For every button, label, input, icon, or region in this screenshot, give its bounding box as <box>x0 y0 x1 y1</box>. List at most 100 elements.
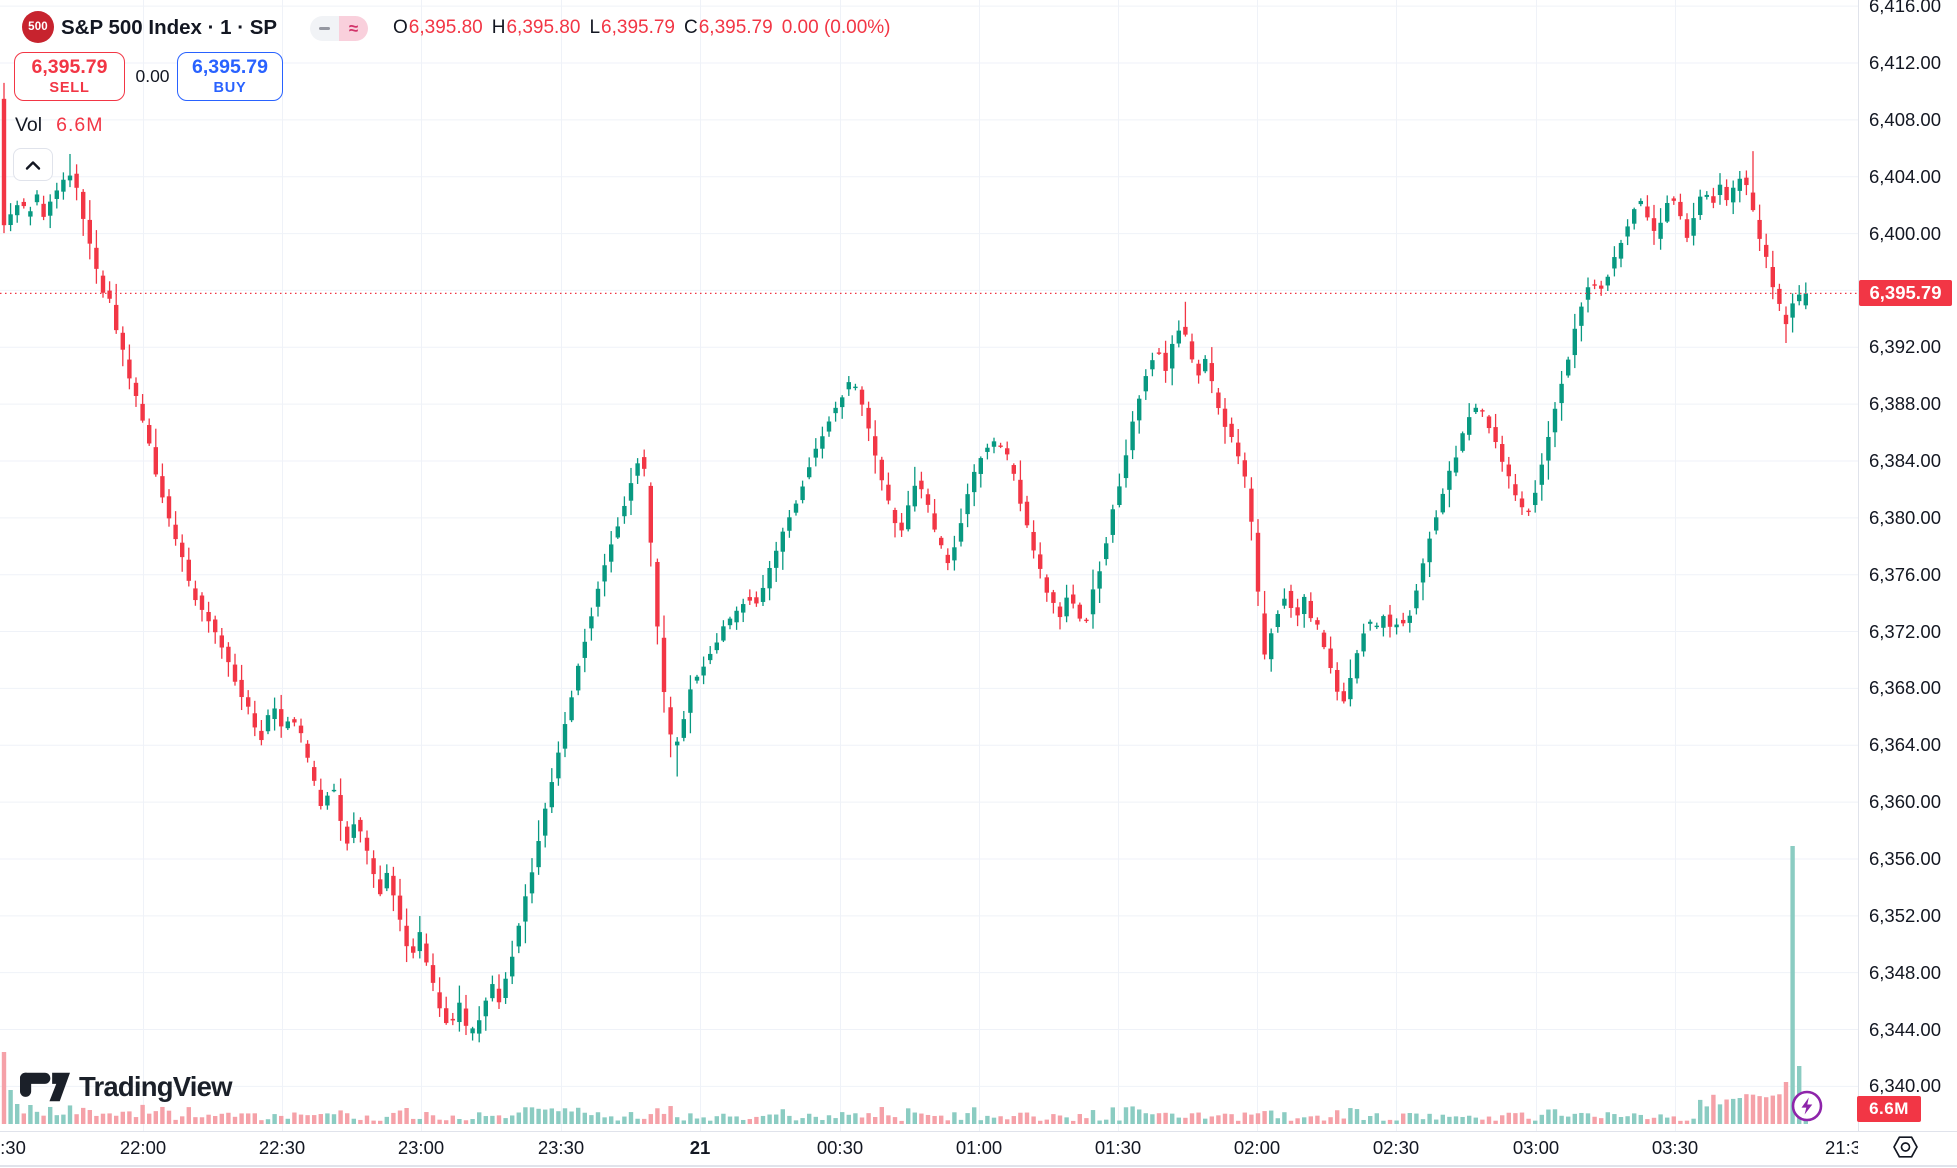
buy-button[interactable]: 6,395.79 BUY <box>177 52 283 101</box>
volume-bar <box>232 1116 238 1124</box>
volume-bar <box>760 1115 766 1124</box>
candle-body <box>1750 192 1756 211</box>
collapse-legend-button[interactable] <box>13 148 53 181</box>
volume-bar <box>609 1116 614 1124</box>
chevron-up-icon <box>25 160 41 170</box>
session-status-icon[interactable] <box>1892 1135 1919 1164</box>
volume-bar <box>325 1113 330 1124</box>
price-axis-label: 6,356.00 <box>1869 847 1942 869</box>
volume-bar <box>1018 1112 1023 1124</box>
candle-body <box>397 895 403 920</box>
candle-body <box>1170 343 1175 369</box>
price-axis[interactable]: 6,416.00 6,412.00 6,408.00 6,404.00 6,400.00… <box>1858 0 1957 1131</box>
volume-bar <box>1038 1120 1043 1124</box>
candle-body <box>1513 484 1518 496</box>
volume-bar <box>338 1110 343 1124</box>
volume-bar <box>1110 1107 1115 1124</box>
candle-body <box>1236 442 1241 457</box>
candle-body <box>1222 408 1228 427</box>
volume-bar <box>444 1120 449 1124</box>
volume-bar <box>556 1111 561 1124</box>
candle-body <box>1183 326 1188 335</box>
candle-body <box>1308 600 1313 619</box>
volume-bar <box>298 1114 304 1124</box>
price-axis-label: 6,376.00 <box>1869 563 1942 585</box>
realtime-lightning-icon[interactable] <box>1790 1089 1824 1128</box>
volume-bar <box>991 1117 997 1124</box>
candle-body <box>516 925 521 947</box>
volume-bar <box>1414 1113 1419 1124</box>
legend-controls-pill[interactable]: ≈ <box>310 16 368 41</box>
candle-body <box>1717 184 1723 196</box>
volume-bar <box>932 1115 937 1124</box>
candle-body <box>958 523 964 542</box>
candle-body <box>226 646 231 663</box>
tradingview-logo[interactable]: TradingView <box>20 1071 232 1103</box>
tradingview-logo-mark <box>20 1072 70 1102</box>
candle-body <box>727 618 733 626</box>
candle-body <box>1011 465 1016 474</box>
candle-body <box>67 175 73 181</box>
candle-body <box>1704 194 1709 197</box>
volume-bar <box>523 1107 528 1124</box>
candle-body <box>1579 306 1584 326</box>
candle-body <box>246 697 251 707</box>
volume-bar <box>364 1115 370 1124</box>
candle-body <box>536 841 541 868</box>
candle-body <box>1797 294 1802 302</box>
candle-body <box>252 713 257 728</box>
candle-body <box>826 421 832 432</box>
volume-bar <box>371 1120 376 1124</box>
candle-body <box>701 666 706 676</box>
volume-bar <box>1526 1118 1531 1124</box>
volume-bar <box>127 1111 132 1124</box>
volume-bar <box>166 1110 172 1124</box>
volume-bar <box>1282 1112 1287 1124</box>
volume-bar <box>1011 1116 1016 1124</box>
volume-bar <box>279 1115 284 1124</box>
candle-body <box>774 550 779 568</box>
volume-bar <box>1222 1113 1228 1124</box>
time-axis-label: 22:30 <box>258 1137 306 1158</box>
approx-icon[interactable]: ≈ <box>339 16 368 41</box>
price-axis-label: 6,364.00 <box>1869 734 1942 756</box>
candle-body <box>1711 196 1716 203</box>
volume-bar <box>1 1052 7 1124</box>
time-axis[interactable]: :30 22:00 22:30 23:00 23:30 21 00:30 01:00 01:30… <box>0 1132 1858 1166</box>
candle-body <box>1288 590 1294 608</box>
volume-bar <box>1704 1106 1709 1124</box>
candle-body <box>1110 509 1115 535</box>
candle-body <box>1196 363 1201 376</box>
candle-body <box>1770 267 1775 288</box>
candle-body <box>1737 178 1742 191</box>
candle-body <box>186 559 191 581</box>
volume-bar <box>859 1117 865 1124</box>
minus-icon[interactable] <box>310 16 339 41</box>
price-axis-label: 6,360.00 <box>1869 791 1942 813</box>
candle-body <box>1533 492 1538 506</box>
volume-bar <box>28 1105 33 1124</box>
volume-bar <box>800 1118 805 1124</box>
candle-body <box>602 565 607 582</box>
volume-bar <box>1566 1116 1571 1124</box>
volume-bar <box>807 1113 812 1124</box>
symbol-title[interactable]: S&P 500 Index · 1 · SP <box>61 16 278 39</box>
candle-body <box>549 782 554 808</box>
volume-bar <box>490 1115 495 1124</box>
volume-study-label[interactable]: Vol <box>15 114 43 136</box>
candle-body <box>1374 625 1379 628</box>
sell-button[interactable]: 6,395.79 SELL <box>14 52 125 101</box>
volume-bar <box>1665 1117 1670 1124</box>
candle-body <box>906 505 911 530</box>
volume-bar <box>1315 1115 1320 1124</box>
volume-bar <box>1790 846 1795 1124</box>
candle-body <box>338 795 343 821</box>
candle-body <box>193 588 198 601</box>
candle-body <box>853 386 858 389</box>
time-axis-label: 01:30 <box>1094 1137 1142 1158</box>
volume-bar <box>160 1106 165 1124</box>
time-axis-label: 02:30 <box>1372 1137 1420 1158</box>
candle-body <box>127 359 132 379</box>
volume-bar <box>100 1113 106 1124</box>
